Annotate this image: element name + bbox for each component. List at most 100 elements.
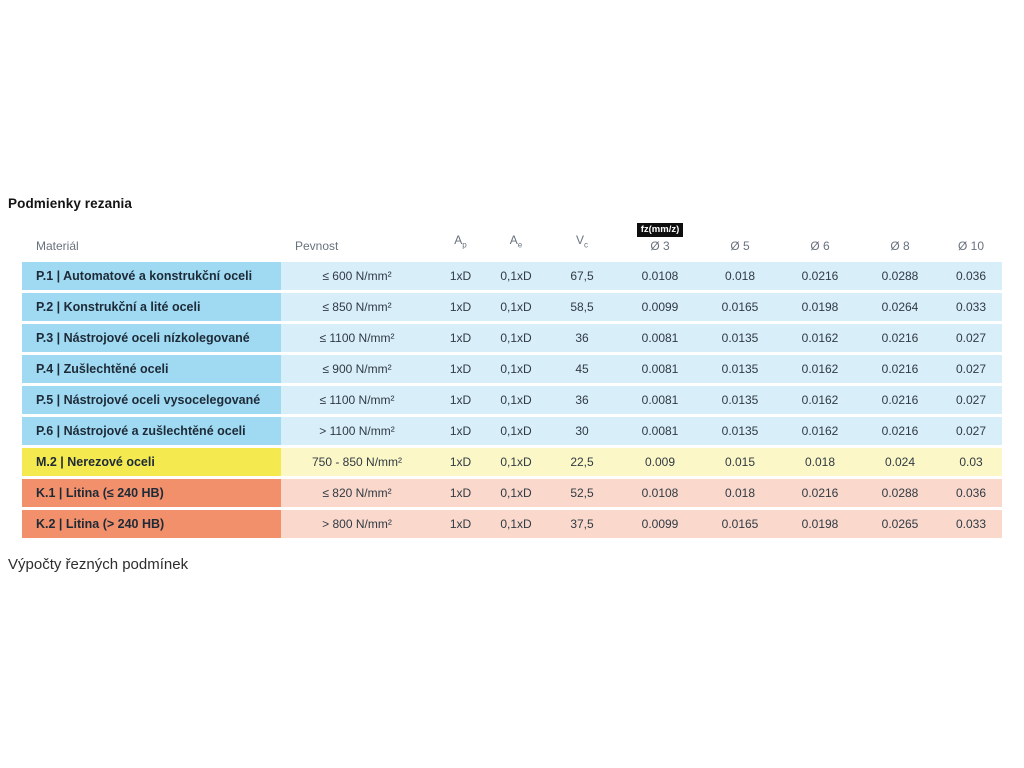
ae-symbol: A — [509, 233, 518, 248]
ap-cell: 1xD — [449, 423, 472, 438]
fz-d6-cell: 0.018 — [804, 454, 836, 469]
ap-cell: 1xD — [449, 361, 472, 376]
fz-d8-cell: 0.0288 — [881, 268, 919, 283]
fz-d10-cell: 0.033 — [955, 516, 987, 531]
ap-subscript: p — [462, 240, 467, 250]
fz-d6-cell: 0.0216 — [801, 485, 839, 500]
fz-d10-cell: 0.033 — [955, 299, 987, 314]
material-cell: P.5 | Nástrojové oceli vysocelegované — [22, 385, 281, 414]
fz-d3-cell: 0.0099 — [641, 299, 679, 314]
table-row-p3: P.3 | Nástrojové oceli nízkolegované ≤ 1… — [22, 323, 1002, 352]
ap-cell: 1xD — [449, 454, 472, 469]
table-row-p2: P.2 | Konstrukční a lité oceli ≤ 850 N/m… — [22, 292, 1002, 321]
ae-cell: 0,1xD — [500, 454, 532, 469]
fz-d10-cell: 0.036 — [955, 268, 987, 283]
col-header-ap: Ap — [433, 233, 488, 252]
fz-d5-cell: 0.018 — [724, 485, 756, 500]
fz-d5-cell: 0.015 — [724, 454, 756, 469]
vc-cell: 22,5 — [570, 454, 594, 469]
fz-d6-cell: 0.0216 — [801, 268, 839, 283]
table-row-p1: P.1 | Automatové a konstrukční oceli ≤ 6… — [22, 261, 1002, 290]
table-row-k1: K.1 | Litina (≤ 240 HB) ≤ 820 N/mm² 1xD … — [22, 478, 1002, 507]
fz-d5-cell: 0.0165 — [721, 516, 759, 531]
material-cell: P.6 | Nástrojové a zušlechtěné oceli — [22, 416, 281, 445]
diameter-3-label: Ø 3 — [650, 238, 670, 253]
fz-d10-cell: 0.027 — [955, 392, 987, 407]
ae-subscript: e — [517, 240, 523, 250]
ap-cell: 1xD — [449, 299, 472, 314]
pevnost-cell: ≤ 820 N/mm² — [322, 485, 392, 500]
ap-cell: 1xD — [449, 392, 472, 407]
fz-d5-cell: 0.018 — [724, 268, 756, 283]
fz-d10-cell: 0.03 — [959, 454, 983, 469]
table-row-p4: P.4 | Zušlechtěné oceli ≤ 900 N/mm² 1xD … — [22, 354, 1002, 383]
page-title: Podmienky rezania — [8, 196, 132, 211]
material-cell: P.1 | Automatové a konstrukční oceli — [22, 261, 281, 290]
fz-d3-cell: 0.0081 — [641, 423, 679, 438]
vc-symbol: V — [575, 233, 584, 248]
fz-d3-cell: 0.0081 — [641, 330, 679, 345]
col-header-diameter-5: Ø 5 — [730, 238, 750, 253]
fz-d3-cell: 0.0081 — [641, 361, 679, 376]
table-row-m2: M.2 | Nerezové oceli 750 - 850 N/mm² 1xD… — [22, 447, 1002, 476]
fz-d8-cell: 0.0216 — [881, 392, 919, 407]
fz-d8-cell: 0.0264 — [881, 299, 919, 314]
fz-d8-cell: 0.0288 — [881, 485, 919, 500]
ae-cell: 0,1xD — [500, 392, 532, 407]
pevnost-cell: ≤ 850 N/mm² — [322, 299, 392, 314]
col-header-diameter-3: fz(mm/z) Ø 3 — [620, 221, 700, 253]
pevnost-cell: > 800 N/mm² — [322, 516, 392, 531]
ap-cell: 1xD — [449, 516, 472, 531]
material-cell: K.2 | Litina (> 240 HB) — [22, 509, 281, 538]
ae-cell: 0,1xD — [500, 361, 532, 376]
pevnost-cell: ≤ 1100 N/mm² — [319, 392, 395, 407]
fz-d10-cell: 0.027 — [955, 330, 987, 345]
vc-cell: 36 — [575, 330, 589, 345]
fz-d10-cell: 0.036 — [955, 485, 987, 500]
fz-d10-cell: 0.027 — [955, 361, 987, 376]
table-row-k2: K.2 | Litina (> 240 HB) > 800 N/mm² 1xD … — [22, 509, 1002, 538]
col-header-material: Materiál — [36, 238, 79, 253]
vc-subscript: c — [584, 240, 588, 250]
fz-d6-cell: 0.0198 — [801, 299, 839, 314]
fz-d8-cell: 0.0216 — [881, 423, 919, 438]
fz-d3-cell: 0.0108 — [641, 268, 679, 283]
ae-cell: 0,1xD — [500, 330, 532, 345]
fz-d6-cell: 0.0162 — [801, 392, 839, 407]
vc-cell: 36 — [575, 392, 589, 407]
table-row-p6: P.6 | Nástrojové a zušlechtěné oceli > 1… — [22, 416, 1002, 445]
table-header-row: Materiál Pevnost Ap Ae Vc fz(mm/z) Ø 3 Ø… — [22, 221, 1002, 262]
section-heading-calculations: Výpočty řezných podmínek — [8, 556, 189, 573]
pevnost-cell: ≤ 900 N/mm² — [322, 361, 392, 376]
pevnost-cell: ≤ 600 N/mm² — [322, 268, 392, 283]
fz-d3-cell: 0.0108 — [641, 485, 679, 500]
fz-d5-cell: 0.0135 — [721, 392, 759, 407]
ae-cell: 0,1xD — [500, 268, 532, 283]
material-cell: P.4 | Zušlechtěné oceli — [22, 354, 281, 383]
ae-cell: 0,1xD — [500, 299, 532, 314]
fz-d6-cell: 0.0162 — [801, 423, 839, 438]
material-cell: P.2 | Konstrukční a lité oceli — [22, 292, 281, 321]
pevnost-cell: ≤ 1100 N/mm² — [319, 330, 395, 345]
vc-cell: 67,5 — [570, 268, 594, 283]
vc-cell: 30 — [575, 423, 589, 438]
fz-d10-cell: 0.027 — [955, 423, 987, 438]
ap-cell: 1xD — [449, 485, 472, 500]
ae-cell: 0,1xD — [500, 485, 532, 500]
ae-cell: 0,1xD — [500, 516, 532, 531]
col-header-pevnost: Pevnost — [295, 238, 339, 253]
fz-d8-cell: 0.0216 — [881, 361, 919, 376]
fz-d5-cell: 0.0135 — [721, 330, 759, 345]
fz-d5-cell: 0.0165 — [721, 299, 759, 314]
col-header-diameter-6: Ø 6 — [810, 238, 830, 253]
fz-d8-cell: 0.0265 — [881, 516, 919, 531]
fz-d3-cell: 0.0099 — [641, 516, 679, 531]
cutting-conditions-table: Materiál Pevnost Ap Ae Vc fz(mm/z) Ø 3 Ø… — [22, 221, 1002, 541]
vc-cell: 37,5 — [570, 516, 594, 531]
col-header-diameter-8: Ø 8 — [890, 238, 910, 253]
ap-cell: 1xD — [449, 330, 472, 345]
vc-cell: 58,5 — [570, 299, 594, 314]
ap-symbol: A — [454, 233, 463, 248]
fz-d3-cell: 0.0081 — [641, 392, 679, 407]
ae-cell: 0,1xD — [500, 423, 532, 438]
